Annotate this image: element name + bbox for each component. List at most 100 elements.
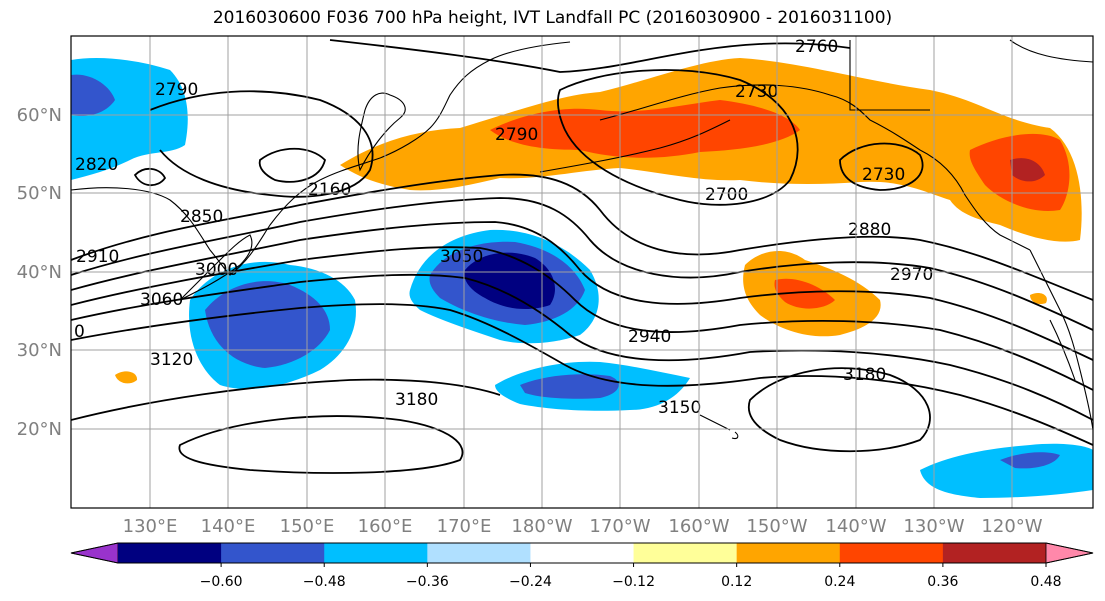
longitude-label: 120°W [981,516,1042,537]
ivt-strong-positive-region [490,100,800,158]
height-contour [71,221,1093,361]
longitude-label: 140°W [825,516,886,537]
ivt-strong-positive-region [774,278,835,309]
contour-label: 2700 [705,185,748,205]
ivt-positive-region [1030,292,1047,305]
colorbar-tick-label: −0.12 [612,574,655,590]
ivt-shading [71,58,1093,498]
colorbar-segment [221,543,325,563]
latitude-labels: 60°N 50°N 40°N 30°N 20°N [17,105,62,440]
colorbar-tick-label: 0.36 [927,574,958,590]
colorbar-segment [530,543,635,563]
contour-label: 2730 [862,165,905,185]
longitude-label: 170°W [589,516,650,537]
contour-label: 2850 [180,207,223,227]
height-contour [133,168,167,187]
longitude-label: 170°E [437,516,492,537]
ivt-positive-region [115,371,138,384]
height-contour [258,147,326,183]
colorbar-segment [118,543,222,563]
ivt-strong-negative-region [1000,452,1060,469]
height-contour [71,197,1093,331]
height-contour [71,246,1093,391]
longitude-label: 180°W [511,516,572,537]
latitude-label: 60°N [17,105,62,126]
height-contour [71,378,501,421]
latitude-label: 40°N [17,262,62,283]
longitude-label: 150°W [746,516,807,537]
contour-label: 2760 [795,37,838,57]
colorbar-extend-low [70,542,119,564]
colorbar-segment [427,543,531,563]
contour-label: 3150 [658,398,701,418]
ivt-negative-region [71,74,115,117]
ivt-strong-negative-region [520,374,619,399]
colorbar-segment [633,543,738,563]
height-contour [747,367,931,453]
height-contour [839,142,924,191]
latitude-label: 20°N [17,419,62,440]
height-contour [557,69,799,206]
contour-label: 2730 [735,82,778,102]
longitude-label: 130°E [123,516,178,537]
ivt-negative-region [920,443,1093,498]
contour-label: 3000 [195,260,238,280]
arctic-coastline [849,39,1093,111]
longitude-label: 150°E [280,516,335,537]
height-contour [329,39,851,73]
contour-label: 3050 [440,247,483,267]
colorbar-outline [70,542,1094,564]
colorbar-tick-label: 0.24 [824,574,855,590]
ivt-strong-positive-region [1010,158,1045,182]
alaska-coastline [599,84,1031,251]
contour-label: 2880 [848,220,891,240]
height-contour [71,173,1093,301]
contour-label: 2820 [75,155,118,175]
north-america-coastline [1029,249,1093,431]
longitude-label: 130°W [903,516,964,537]
height-contours [71,39,1093,474]
map-title: 2016030600 F036 700 hPa height, IVT Land… [212,8,893,28]
longitude-label: 140°E [201,516,256,537]
contour-label: 2940 [628,327,671,347]
contour-label: 3180 [395,390,438,410]
colorbar-segment [839,543,944,563]
colorbar-segment [324,543,428,563]
colorbar [70,542,1094,564]
latitude-label: 30°N [17,340,62,361]
height-contour [71,273,1093,421]
contour-label: 2910 [76,247,119,267]
height-contour [71,303,1093,446]
contour-label: 2160 [308,180,351,200]
aleutian-islands [539,119,731,173]
colorbar-tick-label: −0.60 [200,574,243,590]
colorbar-segment [942,543,1047,563]
longitude-label: 160°W [668,516,729,537]
plot-frame [70,35,1094,509]
contour-labels: 2760 2730 2790 2820 2790 2160 2850 2910 … [74,37,933,418]
ivt-strong-negative-region [205,281,330,368]
contour-label: 2970 [890,265,933,285]
contour-label: 2790 [495,125,538,145]
colorbar-tick-label: −0.36 [406,574,449,590]
longitude-labels: 130°E 140°E 150°E 160°E 170°E 180°W 170°W 160°W… [123,516,1043,537]
contour-label: 0 [74,322,85,342]
height-contour [178,415,464,474]
contour-label: 3060 [140,290,183,310]
contour-label: 2790 [155,80,198,100]
colorbar-tick-label: 0.12 [721,574,752,590]
colorbar-tick-label: −0.24 [509,574,552,590]
latitude-label: 50°N [17,183,62,204]
longitude-label: 160°E [358,516,413,537]
colorbar-extend-high [1045,542,1094,564]
colorbar-segment [736,543,841,563]
height-contour [149,90,374,198]
contour-label: 3120 [150,350,193,370]
colorbar-tick-label: −0.48 [303,574,346,590]
colorbar-tick-label: 0.48 [1030,574,1061,590]
gridlines [71,36,1093,508]
asia-coastline [71,41,571,276]
contour-label: 3180 [843,365,886,385]
hawaii-islands [699,414,739,440]
